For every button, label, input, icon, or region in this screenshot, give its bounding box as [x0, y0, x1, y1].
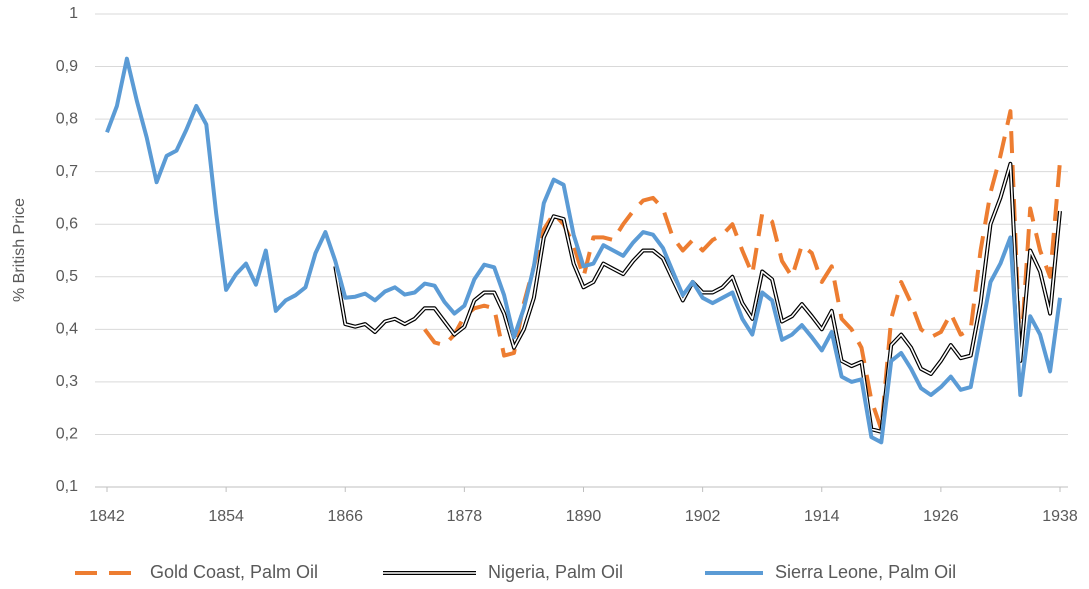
legend-label: Nigeria, Palm Oil — [488, 562, 623, 582]
y-tick-label: 1 — [69, 5, 78, 22]
x-tick-label: 1842 — [89, 508, 125, 525]
legend-label: Gold Coast, Palm Oil — [150, 562, 318, 582]
x-tick-label: 1938 — [1042, 508, 1078, 525]
x-tick-label: 1902 — [685, 508, 721, 525]
x-tick-label: 1926 — [923, 508, 959, 525]
x-tick-label: 1878 — [447, 508, 483, 525]
y-tick-label: 0,9 — [56, 58, 78, 75]
x-tick-label: 1890 — [566, 508, 602, 525]
y-tick-label: 0,2 — [56, 426, 78, 443]
x-tick-label: 1854 — [208, 508, 244, 525]
legend-label: Sierra Leone, Palm Oil — [775, 562, 956, 582]
y-axis-label: % British Price — [11, 198, 28, 302]
line — [423, 109, 1062, 432]
y-tick-label: 0,8 — [56, 110, 78, 127]
line — [105, 56, 1062, 445]
y-tick-label: 0,1 — [56, 478, 78, 495]
y-tick-label: 0,5 — [56, 268, 78, 285]
y-tick-label: 0,7 — [56, 163, 78, 180]
y-tick-label: 0,4 — [56, 321, 78, 338]
y-tick-label: 0,6 — [56, 215, 78, 232]
y-tick-label: 0,3 — [56, 373, 78, 390]
x-tick-label: 1914 — [804, 508, 840, 525]
x-tick-label: 1866 — [327, 508, 363, 525]
